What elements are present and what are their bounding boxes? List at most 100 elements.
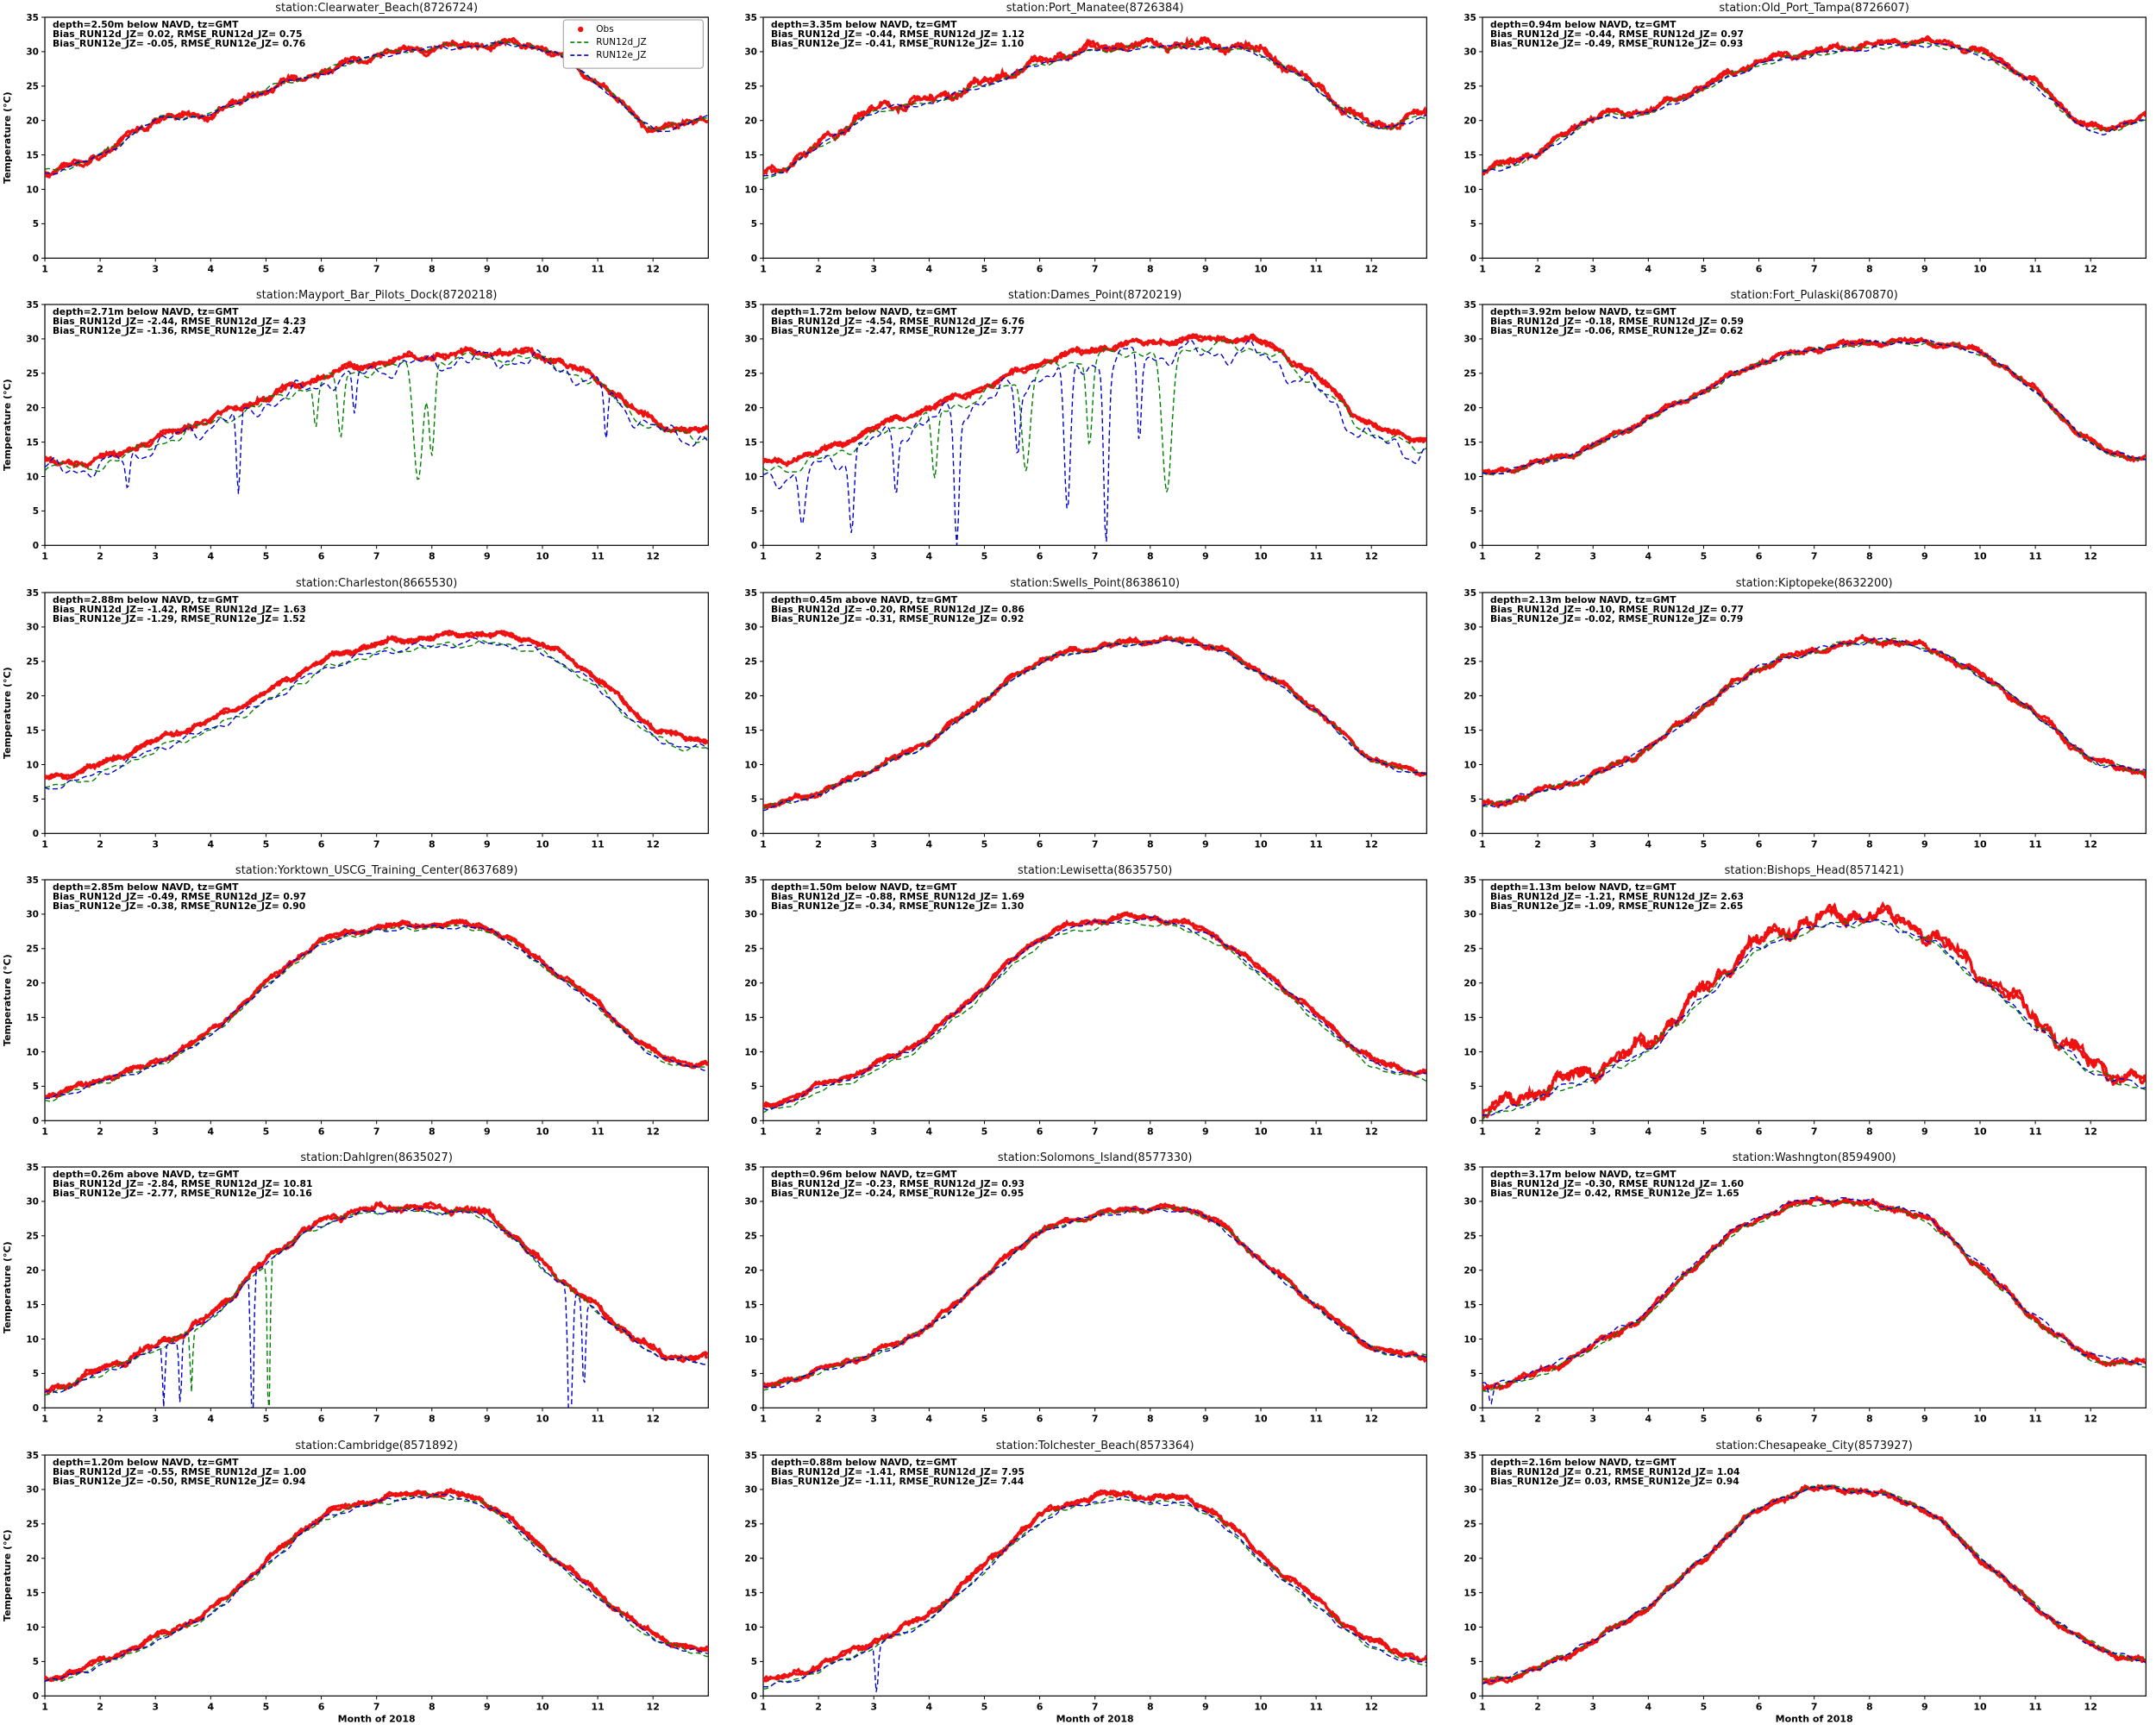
x-tick-label: 12 [2084, 551, 2096, 562]
x-tick-label: 9 [1202, 838, 1209, 850]
y-tick-label: 5 [751, 219, 757, 229]
y-axis-label: Temperature (°C) [2, 380, 13, 472]
x-tick-label: 8 [429, 838, 436, 850]
subplot-charleston: station:Charleston(8665530) 0 5 10 15 20 25 30 3… [0, 575, 718, 862]
y-tick-label: 5 [751, 794, 757, 805]
y-axis-label: Temperature (°C) [2, 1242, 13, 1334]
annotation-line-3: Bias_RUN12e_JZ= 0.03, RMSE_RUN12e_JZ= 0.… [1490, 1476, 1739, 1487]
x-tick-label: 11 [2028, 1126, 2041, 1137]
legend-label: RUN12e_JZ [596, 50, 646, 60]
y-tick-label: 25 [745, 944, 758, 955]
annotation-line-2: Bias_RUN12d_JZ= -1.21, RMSE_RUN12d_JZ= 2… [1490, 891, 1744, 902]
x-tick-label: 12 [647, 838, 660, 850]
y-tick-label: 20 [745, 691, 758, 701]
y-tick-label: 20 [26, 404, 39, 414]
obs-series [763, 332, 1427, 467]
y-tick-label: 5 [33, 507, 39, 518]
y-tick-label: 5 [751, 1657, 757, 1667]
x-tick-label: 8 [429, 1414, 436, 1425]
y-tick-label: 30 [26, 335, 39, 345]
plot-title: station:Clearwater_Beach(8726724) [275, 2, 478, 15]
plot-canvas-8573927: station:Chesapeake_City(8573927)05101520… [1463, 1440, 2147, 1724]
x-tick-label: 10 [1973, 1126, 1987, 1137]
x-tick-label: 5 [1700, 551, 1707, 562]
x-tick-label: 8 [1147, 838, 1154, 850]
y-tick-label: 15 [26, 150, 39, 160]
x-tick-label: 9 [1921, 1701, 1928, 1712]
x-tick-label: 4 [926, 551, 933, 562]
y-tick-label: 25 [1463, 656, 1476, 667]
x-tick-label: 10 [1255, 1126, 1269, 1137]
y-tick-label: 0 [1470, 829, 1476, 839]
plot-canvas-8571892: station:Cambridge(8571892)05101520253035… [2, 1440, 709, 1724]
obs-series [763, 636, 1427, 810]
y-tick-label: 0 [751, 254, 757, 264]
y-tick-label: 30 [745, 47, 758, 58]
x-tick-label: 9 [484, 1126, 491, 1137]
x-tick-label: 5 [1700, 1414, 1707, 1425]
series-group [1482, 900, 2146, 1120]
y-tick-label: 15 [745, 1013, 758, 1023]
run12e-series [763, 1208, 1427, 1389]
x-tick-label: 6 [1755, 838, 1762, 850]
y-tick-label: 15 [745, 1588, 758, 1598]
x-tick-label: 1 [41, 838, 48, 850]
x-tick-label: 11 [2028, 838, 2041, 850]
x-tick-label: 4 [208, 1414, 215, 1425]
y-tick-label: 10 [26, 185, 39, 195]
x-tick-label: 12 [1365, 1414, 1378, 1425]
x-tick-label: 10 [1973, 551, 1987, 562]
series-group [1482, 34, 2146, 178]
x-tick-label: 7 [1811, 551, 1818, 562]
plot-title: station:Bishops_Head(8571421) [1724, 864, 1903, 877]
x-tick-label: 3 [871, 1701, 878, 1712]
x-tick-label: 6 [318, 263, 325, 274]
y-tick-label: 20 [1463, 404, 1476, 414]
x-tick-label: 11 [591, 263, 604, 274]
y-tick-label: 30 [745, 335, 758, 345]
obs-series [1482, 636, 2146, 808]
y-tick-label: 20 [745, 404, 758, 414]
y-tick-label: 0 [751, 1403, 757, 1414]
run12d-series [1482, 41, 2146, 171]
y-tick-label: 5 [1470, 794, 1476, 805]
run12e-series [1482, 340, 2146, 475]
plot-title: station:Kiptopeke(8632200) [1735, 577, 1892, 590]
x-tick-label: 2 [97, 263, 103, 274]
y-tick-label: 25 [1463, 1519, 1476, 1529]
y-tick-label: 20 [745, 1266, 758, 1276]
y-axis-label: Temperature (°C) [2, 1529, 13, 1622]
x-tick-label: 4 [1645, 1126, 1651, 1137]
y-tick-label: 35 [745, 875, 758, 886]
x-tick-label: 1 [761, 1414, 768, 1425]
obs-series [763, 33, 1427, 175]
y-tick-label: 30 [26, 1197, 39, 1208]
annotation-line-3: Bias_RUN12e_JZ= 0.42, RMSE_RUN12e_JZ= 1.… [1490, 1188, 1739, 1199]
plot-title: station:Washngton(8594900) [1732, 1151, 1896, 1164]
x-tick-label: 7 [1092, 838, 1099, 850]
x-tick-label: 7 [1092, 1414, 1099, 1425]
annotation-line-3: Bias_RUN12e_JZ= -0.34, RMSE_RUN12e_JZ= 1… [771, 900, 1024, 912]
obs-series [763, 1490, 1427, 1683]
x-tick-label: 3 [152, 838, 159, 850]
legend-obs-marker-icon [578, 26, 584, 33]
y-tick-label: 35 [745, 300, 758, 310]
series-group [45, 627, 709, 790]
series-group [763, 1202, 1427, 1391]
x-tick-label: 3 [871, 551, 878, 562]
x-axis-label: Month of 2018 [1056, 1713, 1134, 1724]
annotation-line-3: Bias_RUN12e_JZ= -2.47, RMSE_RUN12e_JZ= 3… [771, 325, 1024, 336]
run12d-series [1482, 1484, 2146, 1681]
x-tick-label: 11 [2028, 263, 2041, 274]
series-group [45, 1200, 709, 1408]
x-tick-label: 1 [1479, 551, 1486, 562]
y-tick-label: 20 [26, 1266, 39, 1276]
y-tick-label: 10 [26, 1047, 39, 1057]
x-tick-label: 11 [1310, 1414, 1323, 1425]
legend-label: RUN12d_JZ [596, 37, 646, 47]
y-tick-label: 5 [33, 1082, 39, 1092]
annotation-line-1: depth=3.92m below NAVD, tz=GMT [1490, 306, 1677, 317]
series-group [763, 332, 1427, 546]
x-tick-label: 3 [152, 1414, 159, 1425]
run12e-series [1482, 42, 2146, 172]
